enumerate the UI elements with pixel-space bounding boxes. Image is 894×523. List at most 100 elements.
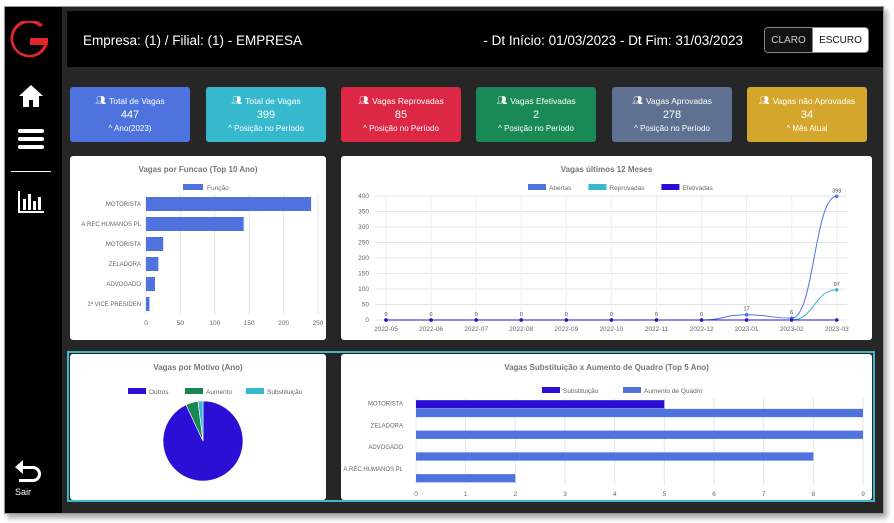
bar [146, 257, 159, 271]
chart-title: Vagas últimos 12 Meses [560, 165, 653, 174]
sidebar-divider [11, 171, 51, 172]
data-label: 0 [430, 312, 433, 318]
legend-swatch [588, 184, 607, 190]
legend-label: Efetivadas [682, 185, 713, 192]
chart-substituicao: Substituição Aumento de Quadro 0 1 2 3 4 5 6 7 8 9 M… [343, 387, 865, 498]
theme-dark-button[interactable]: ESCURO [813, 28, 868, 52]
chart-panel-12-meses: Vagas últimos 12 Meses Abertas Reprovadas… [341, 156, 872, 340]
card-value: 447 [120, 109, 140, 121]
chevron-up-icon: ^ [786, 124, 791, 133]
x-tick-label: 2022-12 [690, 326, 714, 333]
y-tick-label: ADVOGADO [106, 282, 141, 288]
header-bar: Empresa: (1) / Filial: (1) - EMPRESA - D… [67, 11, 883, 67]
chevron-up-icon: ^ [363, 124, 367, 133]
x-tick-label: 5 [663, 491, 667, 498]
data-label: 0 [520, 312, 523, 318]
bar [146, 277, 155, 291]
home-icon[interactable] [15, 81, 47, 111]
chart-panel-funcao: Vagas por Funcao (Top 10 Ano) Função 0 50 1… [70, 156, 326, 340]
data-point [699, 318, 704, 322]
data-point [744, 318, 749, 322]
y-tick-label: 400 [358, 193, 369, 200]
legend-label: Aumento de Quadro [644, 388, 703, 395]
y-tick-label: 100 [358, 286, 369, 293]
exit-button[interactable] [13, 457, 53, 501]
x-tick-label: 250 [313, 320, 324, 327]
card-title: Vagas Efetivadas [510, 95, 576, 106]
chevron-up-icon: ^ [498, 124, 502, 133]
bar [416, 400, 665, 409]
selected-row-highlight [67, 351, 875, 502]
theme-light-button[interactable]: CLARO [765, 28, 813, 52]
bar-chart-icon[interactable] [15, 187, 47, 217]
card-value: 34 [800, 109, 814, 121]
theme-toggle: CLARO ESCURO [764, 27, 869, 53]
chart-panel-motivo: Vagas por Motivo (Ano) Outros Aumento Subs… [70, 354, 326, 500]
card-total-vagas-ano[interactable]: 👥︎ Total de Vagas 447 ^ Ano(2023) [70, 87, 190, 142]
card-value: 2 [532, 109, 540, 121]
x-tick-label: 2022-06 [419, 326, 443, 333]
card-vagas-aprovadas[interactable]: 👥︎ Vagas Aprovadas 278 ^ Posição no Perío… [612, 87, 732, 142]
x-tick-label: 3 [563, 491, 567, 498]
data-point [519, 318, 524, 322]
card-vagas-nao-aprovadas[interactable]: 👥︎ Vagas não Aprovadas 34 ^ Mês Atual [747, 87, 867, 142]
users-icon: 👥︎ [358, 95, 370, 105]
data-point [474, 318, 478, 322]
bar [416, 408, 863, 418]
legend-label: Substituição [267, 389, 303, 396]
chevron-up-icon: ^ [228, 124, 232, 133]
x-tick-label: 2022-11 [645, 326, 669, 333]
data-label: 97 [834, 282, 840, 288]
x-tick-label: 1 [464, 491, 468, 498]
period-info: - Dt Início: 01/03/2023 - Dt Fim: 31/03/… [483, 33, 743, 48]
y-tick-label: A.REC.HUMANOS PL [81, 222, 141, 228]
x-tick-label: 2022-10 [599, 326, 623, 333]
legend-label: Aumento [206, 389, 232, 396]
data-point [789, 318, 794, 322]
y-tick-label: 200 [358, 255, 369, 262]
data-point [564, 318, 569, 322]
card-vagas-efetivadas[interactable]: 👥︎ Vagas Efetivadas 2 ^ Posição no Períod… [476, 87, 596, 142]
users-icon: 👥︎ [632, 95, 643, 105]
card-footer: Posição no Período [504, 124, 574, 133]
card-vagas-reprovadas[interactable]: 👥︎ Vagas Reprovadas 85 ^ Posição no Perío… [341, 87, 461, 142]
data-label: 0 [655, 312, 658, 318]
data-label: 0 [384, 312, 387, 318]
y-tick-label: 250 [358, 240, 369, 247]
bar [416, 430, 863, 439]
card-title: Vagas Reprovadas [372, 95, 444, 106]
data-point [654, 318, 659, 322]
data-point [834, 194, 839, 199]
y-tick-label: 0 [365, 317, 369, 324]
y-tick-label: ZELADORA [371, 423, 403, 429]
data-label: 399 [832, 188, 841, 194]
y-tick-label: ADVOGADO [368, 445, 403, 451]
app-window: Sair Empresa: (1) / Filial: (1) - EMPRES… [4, 6, 884, 514]
data-label: 0 [475, 312, 478, 318]
chevron-up-icon: ^ [634, 124, 638, 133]
pie-slice [197, 400, 204, 442]
legend-swatch [661, 184, 680, 190]
users-icon: 👥︎ [95, 95, 107, 105]
bar [146, 197, 312, 211]
menu-icon[interactable] [15, 124, 47, 154]
chart-title: Vagas por Motivo (Ano) [153, 363, 243, 372]
card-title: Vagas não Aprovadas [772, 95, 856, 106]
x-tick-label: 7 [762, 491, 766, 498]
legend-swatch [128, 388, 146, 394]
data-point [609, 318, 614, 322]
x-tick-label: 100 [209, 320, 220, 327]
data-label: 6 [790, 310, 793, 316]
y-tick-label: 1ª VICE PRESIDEN [87, 301, 141, 308]
data-label: 17 [744, 307, 750, 313]
legend-swatch [185, 388, 203, 394]
legend-label: Substituição [563, 388, 599, 395]
x-tick-label: 2022-07 [464, 326, 488, 333]
data-label: 0 [565, 312, 568, 318]
bar [416, 474, 516, 483]
exit-icon [15, 460, 41, 482]
x-tick-label: 4 [613, 491, 617, 498]
bar [146, 297, 150, 311]
card-value: 278 [662, 109, 682, 121]
card-total-vagas-periodo[interactable]: 👥︎ Total de Vagas 399 ^ Posição no Períod… [206, 87, 326, 142]
